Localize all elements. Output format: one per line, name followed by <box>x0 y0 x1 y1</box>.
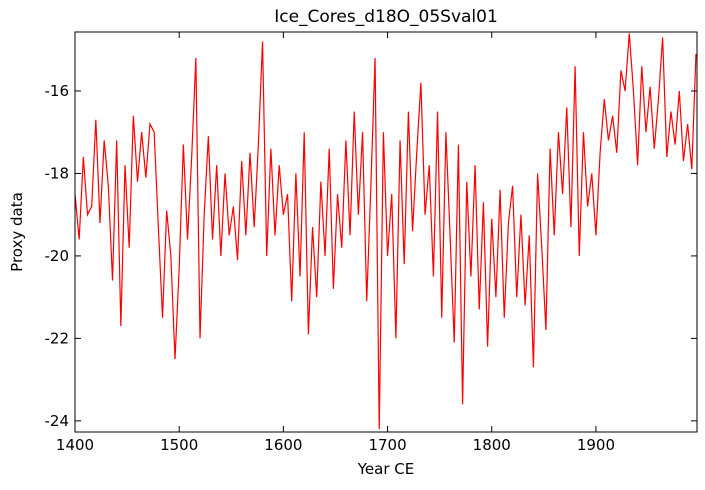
x-tick-label: 1700 <box>368 436 406 454</box>
y-tick-label: -16 <box>45 82 70 100</box>
y-tick-label: -24 <box>45 412 70 430</box>
y-tick-label: -18 <box>45 164 70 182</box>
data-line <box>75 33 697 430</box>
x-tick-label: 1800 <box>473 436 511 454</box>
x-tick-label: 1900 <box>577 436 615 454</box>
plot-frame <box>74 31 698 433</box>
x-tick-label: 1400 <box>56 436 94 454</box>
x-axis-label: Year CE <box>357 460 414 478</box>
x-tick-label: 1600 <box>264 436 302 454</box>
chart-title: Ice_Cores_d18O_05Sval01 <box>274 7 498 27</box>
y-tick-label: -20 <box>45 247 70 265</box>
x-tick-label: 1500 <box>160 436 198 454</box>
y-tick-label: -22 <box>45 329 70 347</box>
y-axis-label: Proxy data <box>8 192 26 272</box>
